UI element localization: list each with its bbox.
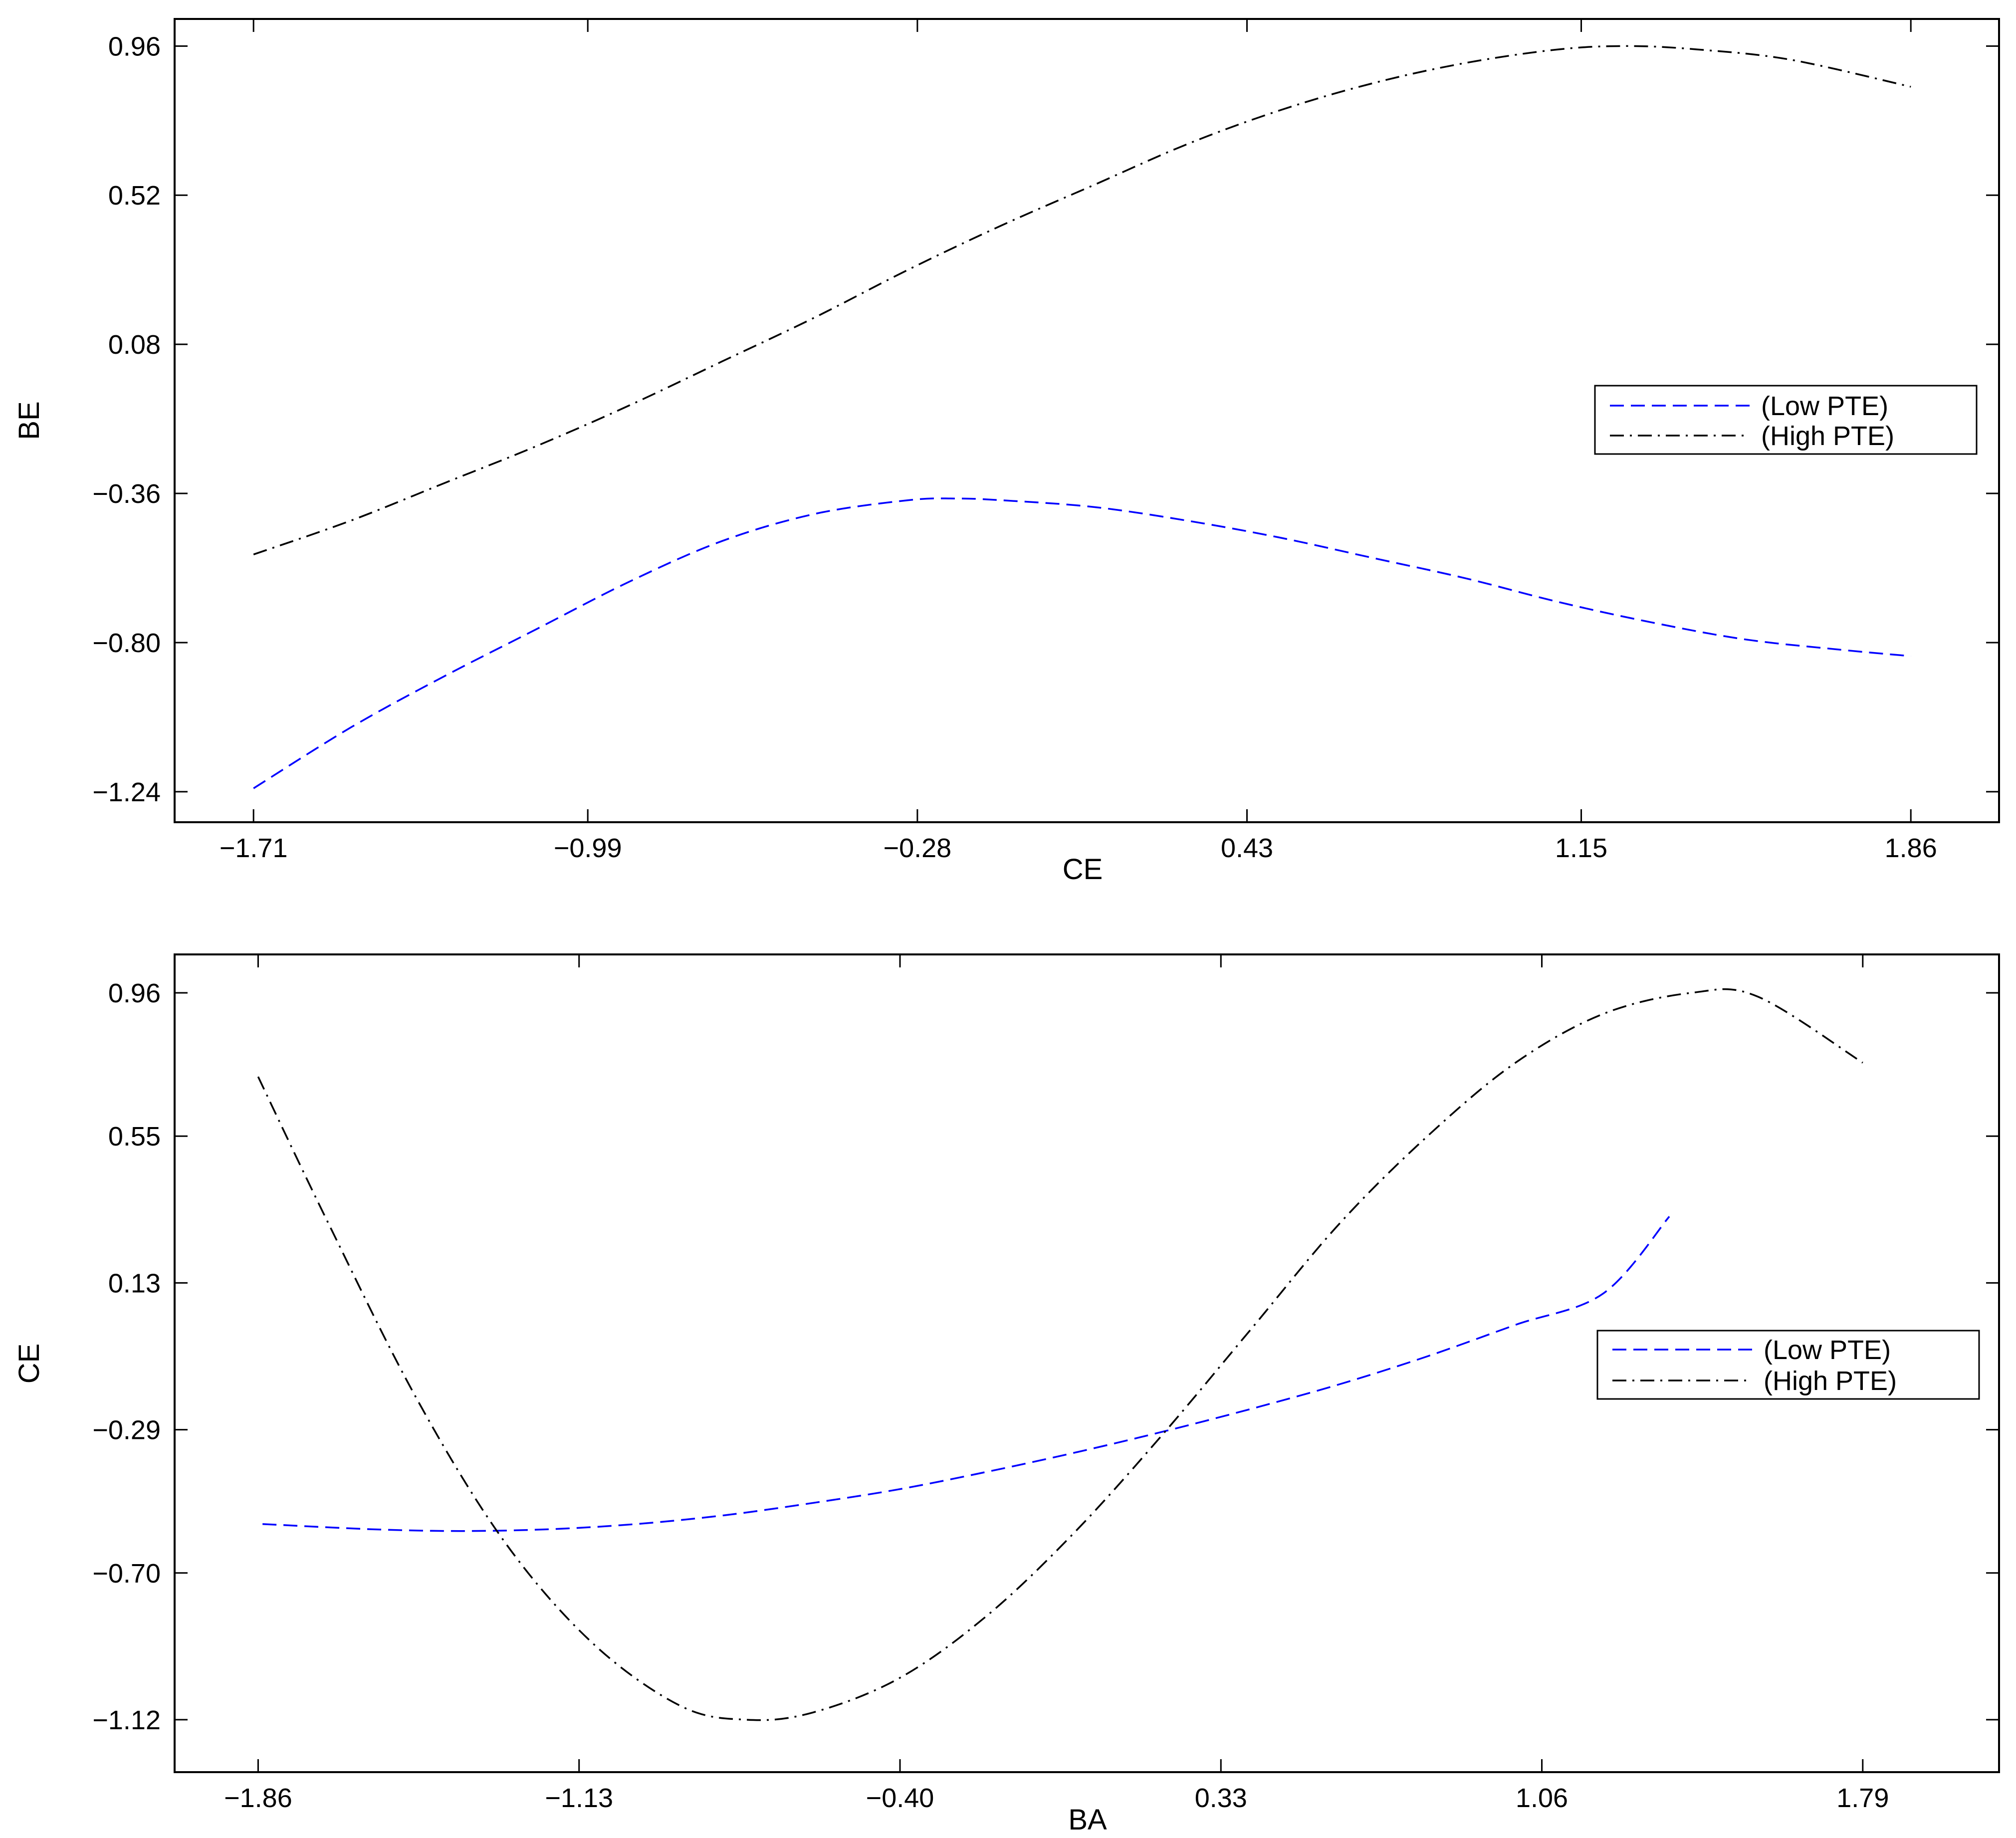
x-tick-label: 0.43 xyxy=(1221,833,1273,863)
x-axis-ticks: −1.86 −1.13 −0.40 0.33 1.06 1.79 xyxy=(224,954,1889,1813)
series-line-high-pte xyxy=(257,988,1863,1721)
x-axis-label: BA xyxy=(1068,1804,1107,1836)
y-axis-ticks: 0.96 0.52 0.08 −0.36 −0.80 −1.24 xyxy=(92,31,1999,807)
y-axis-label: CE xyxy=(13,1344,45,1384)
legend-label-low-pte: (Low PTE) xyxy=(1764,1335,1891,1365)
y-axis-ticks: 0.96 0.55 0.13 −0.29 −0.70 −1.12 xyxy=(92,978,1999,1735)
series-line-low-pte xyxy=(262,1216,1670,1532)
legend-label-high-pte: (High PTE) xyxy=(1764,1366,1897,1396)
x-tick-label: 1.15 xyxy=(1555,833,1607,863)
x-tick-label: 1.86 xyxy=(1885,833,1937,863)
x-tick-label: 0.33 xyxy=(1195,1783,1247,1813)
plot-area-frame xyxy=(174,18,2000,823)
y-tick-label: 0.13 xyxy=(108,1268,161,1298)
series-layer xyxy=(257,988,1863,1721)
x-axis-label: CE xyxy=(1063,853,1103,886)
x-tick-label: −0.28 xyxy=(884,833,952,863)
y-tick-label: 0.52 xyxy=(108,181,161,211)
x-tick-label: −0.99 xyxy=(554,833,622,863)
plot-area-frame xyxy=(174,953,2000,1773)
chart-top: −1.71 −0.99 −0.28 0.43 1.15 1.86 0.96 0.52 0.08… xyxy=(13,18,2000,886)
y-axis-label: BE xyxy=(13,401,45,440)
x-tick-label: −1.13 xyxy=(545,1783,613,1813)
y-tick-label: −0.70 xyxy=(92,1559,161,1589)
y-tick-label: −0.29 xyxy=(92,1415,161,1445)
series-line-high-pte xyxy=(253,45,1911,555)
x-tick-label: 1.79 xyxy=(1836,1783,1889,1813)
x-tick-label: −0.40 xyxy=(866,1783,934,1813)
legend-label-low-pte: (Low PTE) xyxy=(1761,391,1888,421)
legend-box xyxy=(1594,385,1978,455)
series-layer xyxy=(253,45,1911,789)
legend: (Low PTE) (High PTE) xyxy=(1596,1330,1980,1400)
x-axis-ticks: −1.71 −0.99 −0.28 0.43 1.15 1.86 xyxy=(220,19,1937,863)
y-tick-label: 0.96 xyxy=(108,31,161,61)
y-tick-label: −1.12 xyxy=(92,1705,161,1735)
legend-box xyxy=(1596,1330,1980,1400)
x-tick-label: −1.71 xyxy=(220,833,288,863)
y-tick-label: 0.96 xyxy=(108,978,161,1008)
legend: (Low PTE) (High PTE) xyxy=(1594,385,1978,455)
chart-bottom: −1.86 −1.13 −0.40 0.33 1.06 1.79 0.96 0.55 0.13… xyxy=(13,953,2000,1836)
x-tick-label: 1.06 xyxy=(1516,1783,1568,1813)
y-tick-label: −0.36 xyxy=(92,479,161,509)
y-tick-label: −1.24 xyxy=(92,777,161,807)
y-tick-label: 0.08 xyxy=(108,330,161,360)
y-tick-label: 0.55 xyxy=(108,1122,161,1151)
x-tick-label: −1.86 xyxy=(224,1783,292,1813)
series-line-low-pte xyxy=(253,497,1911,789)
legend-label-high-pte: (High PTE) xyxy=(1761,421,1894,451)
y-tick-label: −0.80 xyxy=(92,628,161,658)
